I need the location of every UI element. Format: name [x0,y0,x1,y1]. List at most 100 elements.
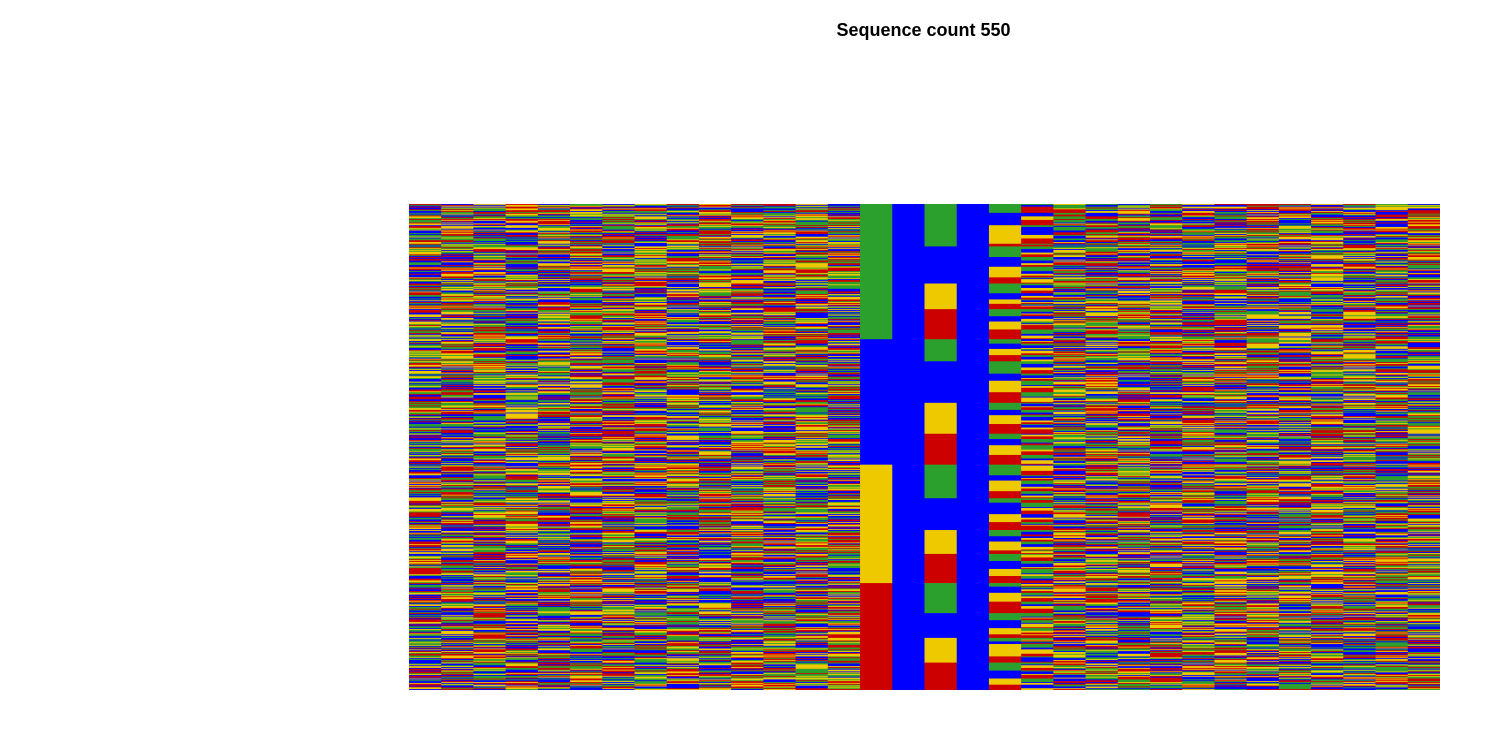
base-run-T [441,495,474,497]
base-run-C [763,246,797,249]
base-run-G [441,250,474,253]
base-run-T [441,204,474,207]
base-run-T [441,350,474,354]
base-run-C [441,553,474,556]
base-run-G [634,672,668,675]
base-run-A [441,345,474,347]
base-run-T [441,240,474,243]
base-run-C [409,328,442,330]
base-run-G [731,359,764,362]
base-run-A [473,331,507,334]
base-run-C [409,434,442,436]
base-run-A [505,547,539,550]
base-run-A [505,346,539,348]
base-run-C [441,426,474,429]
base-run-T [441,598,474,602]
base-run-G [441,245,474,247]
base-run-A [473,600,507,602]
base-run-C [441,587,474,589]
base-run-T [505,255,539,258]
base-run-A [409,507,442,509]
base-run-G [473,515,507,518]
base-run-G [441,682,474,684]
base-run-T [505,210,539,213]
base-run-A [698,618,732,621]
base-run-C [441,204,474,206]
base-run-T [441,492,474,496]
base-run-A [409,271,442,273]
base-run-T [634,493,668,498]
base-run-A [441,602,474,605]
base-run-G [409,574,442,576]
base-run-A [570,480,603,483]
base-run-C [473,427,507,430]
base-run-C [505,423,539,425]
base-run-G [409,674,442,676]
base-run-C [505,549,539,552]
base-run-T [505,433,539,435]
base-run-A [409,326,442,329]
base-run-C [634,560,668,563]
base-run-G [602,588,635,593]
base-run-T [763,485,797,488]
base-run-A [473,468,507,470]
base-run-T [441,309,474,311]
base-run-C [666,654,700,657]
base-run-T [441,497,474,499]
base-run-T [409,396,442,400]
base-run-G [537,423,571,426]
base-run-T [570,528,603,531]
base-run-A [731,381,764,384]
base-run-A [441,454,474,457]
base-run-G [441,642,474,644]
base-run-T [473,269,507,271]
base-run-A [505,572,539,576]
base-run-T [731,507,764,511]
base-run-A [537,507,571,510]
base-run-C [473,689,507,690]
base-run-G [505,279,539,281]
base-run-T [473,308,507,311]
base-run-A [473,510,507,513]
base-run-T [570,272,603,275]
base-run-A [441,358,474,360]
base-run-A [570,218,603,221]
base-run-A [505,237,539,239]
base-run-C [441,387,474,389]
base-run-G [441,494,474,496]
base-run-T [698,315,732,318]
base-run-T [473,337,507,339]
base-run-T [602,686,635,689]
base-run-A [634,388,668,391]
base-run-C [666,443,700,446]
base-run-C [731,386,764,389]
base-run-A [570,446,603,450]
base-run-A [698,416,732,420]
base-run-A [763,469,797,472]
base-run-C [505,590,539,593]
base-run-A [473,631,507,633]
base-run-C [505,382,539,384]
base-run-T [666,643,700,647]
base-run-C [731,412,764,415]
base-run-A [505,689,539,690]
base-run-G [441,261,474,263]
base-run-C [409,343,442,345]
base-run-T [570,375,603,378]
base-run-G [505,424,539,427]
base-run-C [441,221,474,223]
base-run-C [473,225,507,227]
base-run-T [473,542,507,544]
base-run-T [409,226,442,229]
base-run-C [698,573,732,576]
base-run-C [409,348,442,351]
base-run-A [505,351,539,355]
base-run-G [473,363,507,366]
base-run-G [537,472,571,476]
base-run-G [473,524,507,526]
base-run-T [473,426,507,428]
base-run-A [409,478,442,480]
base-run-A [441,525,474,527]
base-run-A [409,524,442,526]
base-run-C [666,249,700,253]
